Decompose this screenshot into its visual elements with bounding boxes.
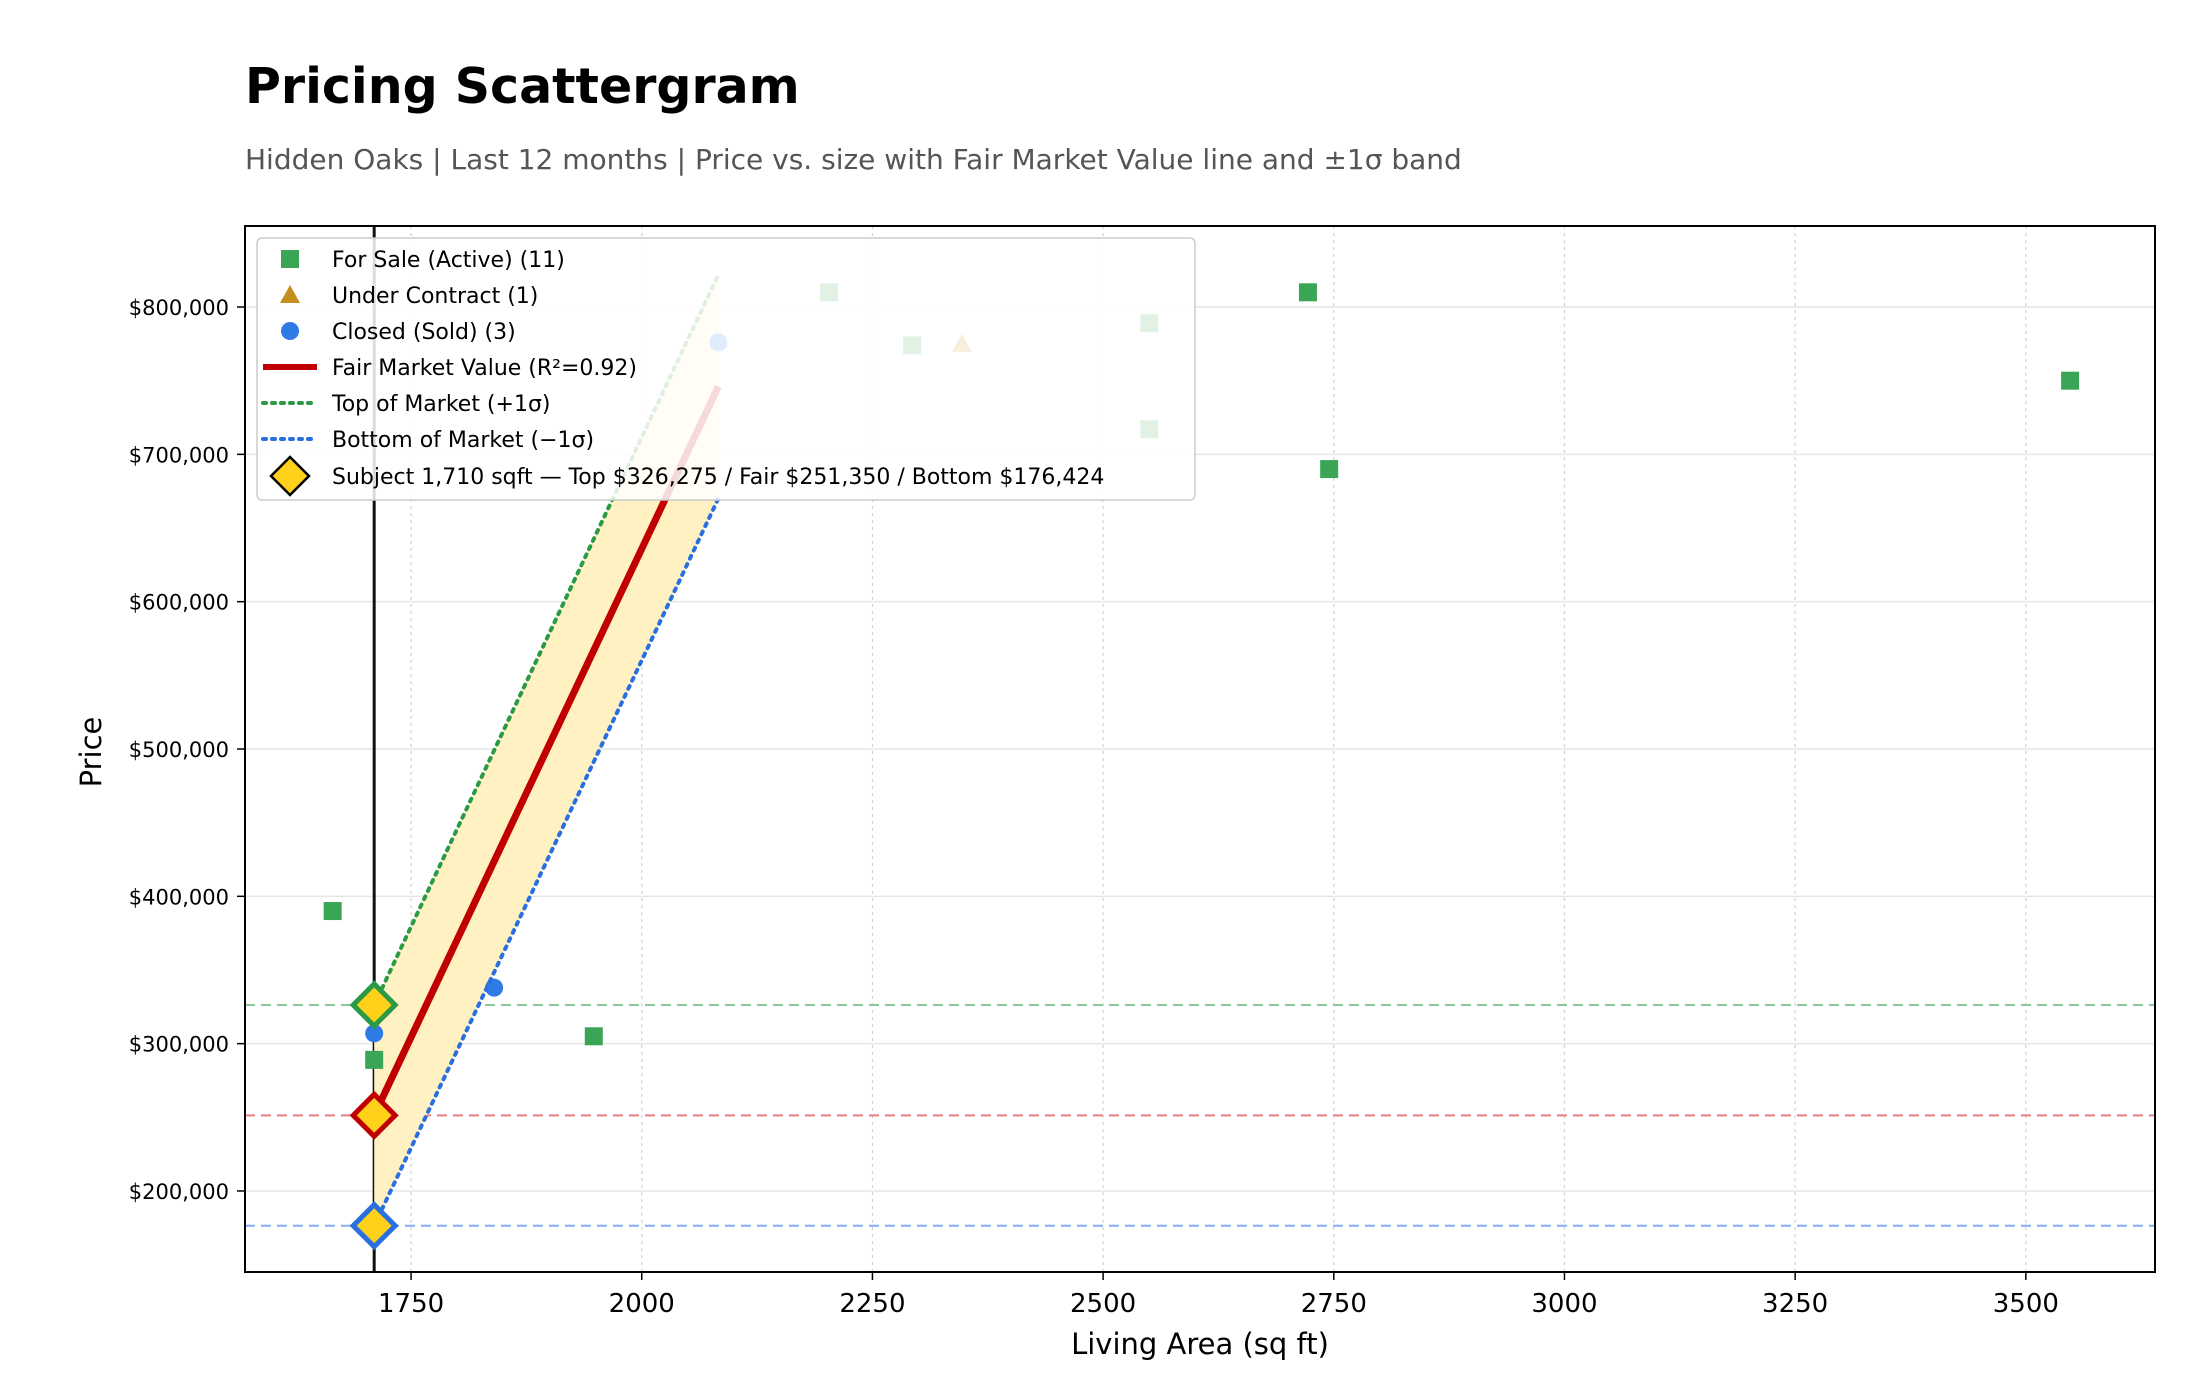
legend-label-top: Top of Market (+1σ) xyxy=(331,392,550,417)
y-axis-ticks: $200,000 $300,000 $400,000 $500,000 $600,000… xyxy=(129,296,245,1204)
x-tick-label: 2500 xyxy=(1070,1289,1136,1319)
x-tick-label: 2750 xyxy=(1301,1289,1367,1319)
x-axis-ticks: 1750 2000 2250 2500 2750 3000 3250 3500 xyxy=(378,1272,2059,1319)
fair-market-value-line xyxy=(371,385,722,1117)
subject-markers xyxy=(349,980,399,1251)
closed-point xyxy=(365,1024,384,1043)
x-tick-label: 3000 xyxy=(1531,1289,1597,1319)
x-tick-label: 1750 xyxy=(378,1289,444,1319)
legend-label-under-contract: Under Contract (1) xyxy=(332,284,538,309)
bottom-of-market-line xyxy=(372,496,721,1228)
y-tick-label: $500,000 xyxy=(129,738,229,762)
legend-label-fair: Fair Market Value (R²=0.92) xyxy=(332,356,637,381)
legend: For Sale (Active) (11) Under Contract (1)… xyxy=(256,237,1196,501)
legend-box xyxy=(256,237,1196,501)
for-sale-point xyxy=(1298,283,1317,302)
top-of-market-line xyxy=(372,272,721,1007)
chart-title: Pricing Scattergram xyxy=(245,58,800,115)
legend-label-bottom: Bottom of Market (−1σ) xyxy=(332,428,594,453)
legend-marker-closed xyxy=(281,322,299,340)
chart-subtitle: Hidden Oaks | Last 12 months | Price vs.… xyxy=(245,143,1462,176)
legend-marker-subject xyxy=(269,455,311,497)
for-sale-point xyxy=(323,902,342,921)
y-tick-label: $600,000 xyxy=(129,591,229,615)
legend-marker-under-contract xyxy=(280,285,300,303)
legend-label-closed: Closed (Sold) (3) xyxy=(332,320,516,345)
x-tick-label: 3500 xyxy=(1993,1289,2059,1319)
for-sale-point xyxy=(365,1050,384,1069)
y-tick-label: $400,000 xyxy=(129,885,229,909)
x-axis-label: Living Area (sq ft) xyxy=(1071,1327,1329,1361)
legend-label-for-sale: For Sale (Active) (11) xyxy=(332,248,565,273)
y-tick-label: $700,000 xyxy=(129,443,229,467)
y-axis-label: Price xyxy=(74,717,108,788)
y-tick-label: $200,000 xyxy=(129,1180,229,1204)
x-tick-label: 3250 xyxy=(1762,1289,1828,1319)
y-tick-label: $800,000 xyxy=(129,296,229,320)
y-tick-label: $300,000 xyxy=(129,1033,229,1057)
subject-top-marker xyxy=(349,980,399,1030)
subject-bottom-marker xyxy=(349,1201,399,1251)
x-tick-label: 2000 xyxy=(609,1289,675,1319)
x-tick-label: 2250 xyxy=(839,1289,905,1319)
subject-fair-marker xyxy=(349,1090,399,1140)
for-sale-point xyxy=(2061,371,2080,390)
fit-lines xyxy=(371,272,722,1228)
legend-label-subject: Subject 1,710 sqft — Top $326,275 / Fair… xyxy=(332,465,1104,490)
for-sale-point xyxy=(1320,460,1339,479)
legend-marker-for-sale xyxy=(281,250,299,268)
for-sale-point xyxy=(584,1027,603,1046)
